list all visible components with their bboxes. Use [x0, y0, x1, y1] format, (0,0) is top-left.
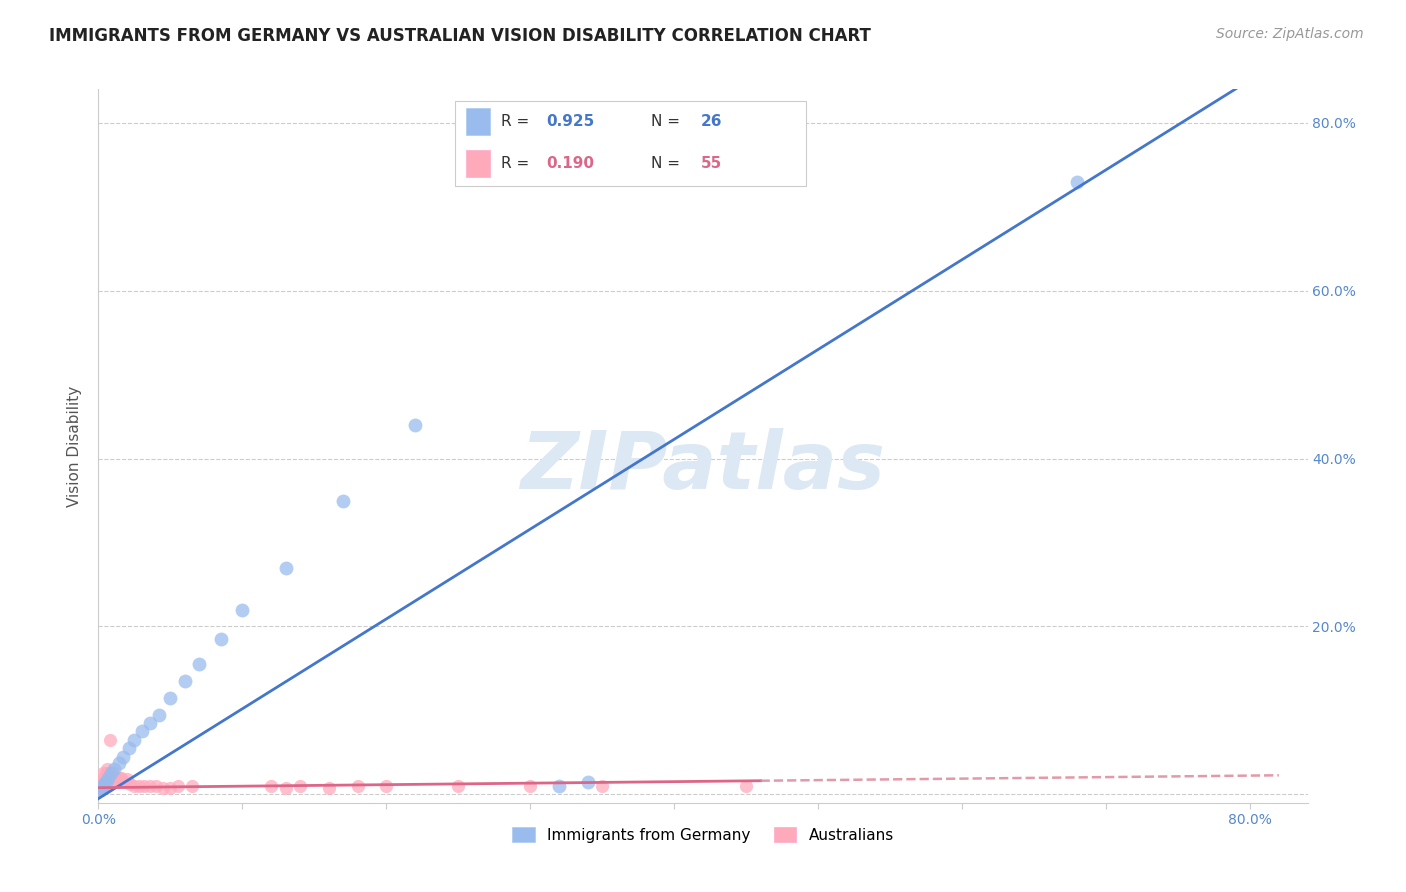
Point	[111, 749, 134, 764]
Point	[131, 724, 153, 739]
Point	[91, 766, 114, 780]
Point	[101, 766, 124, 780]
Point	[139, 716, 162, 731]
Point	[91, 777, 114, 791]
Point	[735, 779, 758, 793]
Point	[120, 777, 142, 791]
Point	[108, 771, 131, 785]
Point	[188, 657, 211, 672]
Point	[118, 741, 141, 756]
Point	[110, 771, 132, 785]
Point	[103, 771, 125, 785]
Point	[104, 774, 127, 789]
Point	[274, 780, 297, 795]
Point	[93, 774, 115, 789]
Point	[576, 774, 599, 789]
Point	[145, 779, 167, 793]
Point	[447, 779, 470, 793]
Point	[591, 779, 613, 793]
Point	[148, 707, 170, 722]
Point	[90, 774, 112, 789]
Point	[166, 779, 188, 793]
Point	[231, 603, 253, 617]
Point	[107, 774, 129, 789]
Point	[91, 779, 114, 793]
Point	[94, 771, 117, 785]
Point	[274, 560, 297, 574]
Point	[318, 780, 340, 795]
Point	[128, 779, 150, 793]
Point	[97, 771, 120, 785]
Point	[89, 783, 111, 797]
Point	[124, 732, 146, 747]
Point	[89, 779, 111, 793]
Y-axis label: Vision Disability: Vision Disability	[67, 385, 83, 507]
Point	[260, 779, 283, 793]
Point	[115, 772, 138, 787]
Point	[209, 632, 232, 646]
Point	[103, 762, 125, 776]
Point	[152, 780, 174, 795]
Text: IMMIGRANTS FROM GERMANY VS AUSTRALIAN VISION DISABILITY CORRELATION CHART: IMMIGRANTS FROM GERMANY VS AUSTRALIAN VI…	[49, 27, 872, 45]
Point	[90, 780, 112, 795]
Text: Source: ZipAtlas.com: Source: ZipAtlas.com	[1216, 27, 1364, 41]
Point	[89, 780, 111, 795]
Point	[107, 756, 129, 770]
Point	[181, 779, 204, 793]
Point	[288, 779, 311, 793]
Point	[159, 690, 181, 705]
Point	[96, 762, 118, 776]
Point	[97, 774, 120, 789]
Point	[96, 771, 118, 785]
Point	[173, 674, 195, 689]
Point	[93, 779, 115, 793]
Point	[548, 779, 571, 793]
Point	[105, 771, 128, 785]
Legend: Immigrants from Germany, Australians: Immigrants from Germany, Australians	[506, 821, 900, 848]
Point	[375, 779, 398, 793]
Point	[91, 779, 114, 793]
Point	[519, 779, 541, 793]
Point	[98, 732, 121, 747]
Point	[91, 774, 114, 789]
Point	[346, 779, 368, 793]
Point	[97, 766, 120, 780]
Text: ZIPatlas: ZIPatlas	[520, 428, 886, 507]
Point	[93, 771, 115, 785]
Point	[96, 774, 118, 789]
Point	[100, 766, 122, 780]
Point	[1066, 175, 1088, 189]
Point	[90, 779, 112, 793]
Point	[94, 774, 117, 789]
Point	[124, 779, 146, 793]
Point	[93, 777, 115, 791]
Point	[89, 783, 111, 797]
Point	[90, 780, 112, 795]
Point	[101, 772, 124, 787]
Point	[100, 771, 122, 785]
Point	[159, 780, 181, 795]
Point	[139, 779, 162, 793]
Point	[94, 766, 117, 780]
Point	[94, 779, 117, 793]
Point	[112, 774, 135, 789]
Point	[87, 779, 110, 793]
Point	[332, 493, 354, 508]
Point	[98, 771, 121, 785]
Point	[404, 417, 426, 432]
Point	[134, 779, 156, 793]
